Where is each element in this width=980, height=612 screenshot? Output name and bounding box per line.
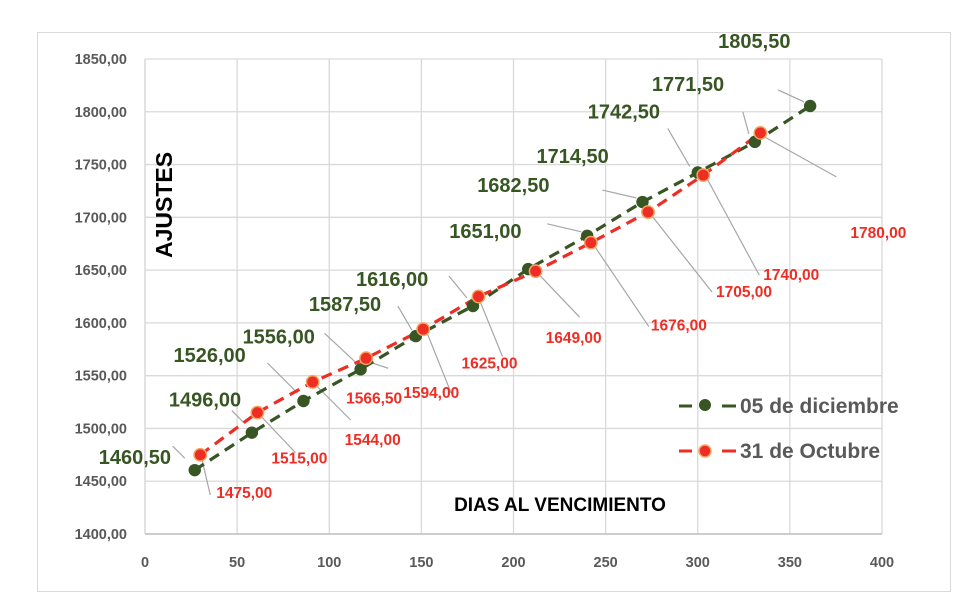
data-point-red[interactable]	[305, 375, 320, 389]
data-label: 1771,50	[652, 74, 724, 96]
y-tick-label: 1700,00	[75, 210, 127, 226]
data-label: 1676,00	[651, 318, 707, 335]
data-label: 1526,00	[173, 345, 245, 367]
legend-label-31-octubre: 31 de Octubre	[740, 440, 880, 463]
data-label: 1682,50	[477, 175, 549, 197]
y-axis-ticks: 1400,00 1450,00 1500,00 1550,00 1600,00 1650,…	[75, 52, 127, 543]
legend: 05 de diciembre 31 de Octubre	[679, 395, 899, 463]
x-axis-ticks: 0 50 100 150 200 250 300 350 400	[141, 555, 894, 571]
data-point-red[interactable]	[753, 125, 768, 140]
data-point-green[interactable]	[245, 426, 259, 439]
data-point-green[interactable]	[354, 363, 367, 376]
data-point-red[interactable]	[416, 322, 431, 337]
legend-item-05-diciembre[interactable]: 05 de diciembre	[679, 395, 899, 418]
data-label: 1556,00	[243, 326, 315, 348]
series-lines	[188, 99, 817, 477]
data-label: 1705,00	[716, 284, 772, 301]
chart-frame	[37, 32, 951, 592]
data-label: 1496,00	[169, 390, 241, 412]
series-line	[199, 131, 762, 457]
data-point-red[interactable]	[250, 405, 265, 420]
x-tick-label: 200	[501, 555, 525, 571]
data-label: 1544,00	[345, 432, 401, 449]
legend-label-05-diciembre: 05 de diciembre	[740, 395, 899, 418]
legend-marker-green-icon	[699, 399, 711, 411]
data-label: 1780,00	[850, 225, 906, 242]
data-point-red[interactable]	[528, 264, 543, 279]
x-tick-label: 350	[778, 555, 802, 571]
legend-item-31-octubre[interactable]: 31 de Octubre	[679, 440, 880, 463]
data-label: 1805,50	[718, 31, 790, 53]
data-label: 1742,50	[588, 101, 660, 123]
x-tick-label: 300	[686, 555, 710, 571]
data-label: 1625,00	[461, 356, 517, 373]
data-point-red[interactable]	[359, 351, 374, 366]
x-tick-label: 250	[594, 555, 618, 571]
legend-marker-red-icon	[698, 444, 712, 458]
data-point-red[interactable]	[641, 205, 655, 220]
y-tick-label: 1500,00	[75, 421, 127, 437]
label-leader-lines	[172, 89, 837, 495]
data-label: 1594,00	[403, 385, 459, 402]
data-point-red[interactable]	[696, 168, 711, 183]
y-tick-label: 1650,00	[75, 263, 127, 279]
data-label: 1649,00	[546, 330, 602, 347]
data-label: 1515,00	[271, 451, 327, 468]
data-label: 1616,00	[356, 269, 428, 291]
data-point-green[interactable]	[188, 463, 201, 477]
data-point-red[interactable]	[471, 289, 486, 304]
data-point-green[interactable]	[803, 99, 817, 113]
x-tick-label: 400	[870, 555, 894, 571]
x-tick-label: 150	[409, 555, 433, 571]
x-tick-label: 50	[229, 555, 245, 571]
y-tick-label: 1750,00	[75, 158, 127, 174]
y-tick-label: 1600,00	[75, 316, 127, 332]
gridlines	[144, 58, 883, 535]
data-label: 1714,50	[536, 146, 608, 168]
y-tick-label: 1850,00	[75, 52, 127, 68]
data-label: 1475,00	[216, 485, 272, 502]
x-tick-label: 0	[141, 555, 149, 571]
data-point-green[interactable]	[297, 394, 310, 408]
data-label: 1460,50	[99, 447, 171, 469]
data-point-red[interactable]	[193, 447, 208, 462]
series-line	[193, 104, 811, 472]
data-label: 1587,50	[309, 294, 381, 316]
y-tick-label: 1400,00	[75, 527, 127, 543]
data-label: 1740,00	[763, 267, 819, 284]
x-tick-label: 100	[317, 555, 341, 571]
y-tick-label: 1450,00	[75, 474, 127, 490]
data-point-red[interactable]	[583, 235, 598, 250]
data-label: 1566,50	[346, 390, 402, 407]
y-tick-label: 1550,00	[75, 369, 127, 385]
x-axis-title: DIAS AL VENCIMIENTO	[454, 495, 666, 516]
y-tick-label: 1800,00	[75, 105, 127, 121]
data-point-green[interactable]	[636, 195, 649, 209]
y-axis-title: AJUSTES	[151, 152, 177, 258]
data-label: 1651,00	[449, 221, 521, 243]
